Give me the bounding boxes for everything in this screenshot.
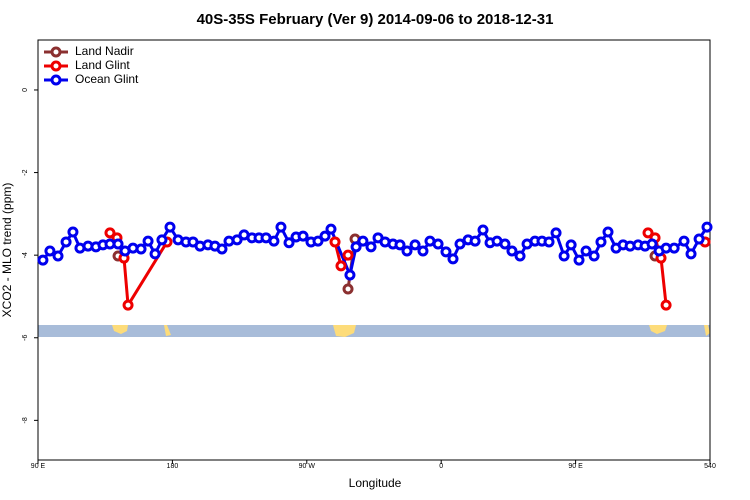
- x-tick-label: 90 W: [299, 463, 316, 470]
- x-tick-label: 180: [167, 463, 179, 470]
- point: [432, 238, 444, 250]
- point: [319, 230, 331, 242]
- point: [602, 226, 614, 238]
- y-tick-label: -4: [22, 252, 29, 258]
- point: [573, 254, 585, 266]
- point: [580, 245, 592, 257]
- x-tick-label: 540: [704, 463, 716, 470]
- chart-title: 40S-35S February (Ver 9) 2014-09-06 to 2…: [197, 11, 554, 28]
- point: [283, 237, 295, 249]
- point: [135, 243, 147, 255]
- legend-marker: [50, 60, 62, 72]
- x-tick-label: 90 E: [568, 463, 583, 470]
- point: [156, 234, 168, 246]
- point: [477, 224, 489, 236]
- point: [543, 236, 555, 248]
- point: [646, 238, 658, 250]
- point: [357, 235, 369, 247]
- point: [268, 235, 280, 247]
- legend-label: Land Nadir: [75, 44, 134, 58]
- map-strip: [38, 325, 710, 337]
- point: [506, 245, 518, 257]
- legend-marker: [50, 46, 62, 58]
- point: [335, 260, 347, 272]
- point: [550, 227, 562, 239]
- point: [701, 221, 713, 233]
- point: [312, 235, 324, 247]
- point: [394, 239, 406, 251]
- point: [595, 236, 607, 248]
- y-axis-label: XCO2 - MLO trend (ppm): [0, 183, 14, 318]
- point: [60, 236, 72, 248]
- point: [142, 235, 154, 247]
- point: [52, 250, 64, 262]
- point: [275, 221, 287, 233]
- point: [409, 239, 421, 251]
- point: [588, 250, 600, 262]
- point: [440, 246, 452, 258]
- y-tick-label: -2: [22, 169, 29, 175]
- point: [660, 299, 672, 311]
- point: [342, 283, 354, 295]
- plot-frame: [37, 39, 711, 461]
- point: [558, 250, 570, 262]
- point: [454, 238, 466, 250]
- y-tick-label: -8: [22, 417, 29, 423]
- point: [231, 234, 243, 246]
- point: [216, 243, 228, 255]
- point: [297, 230, 309, 242]
- legend-label: Land Glint: [75, 58, 130, 72]
- point: [37, 254, 49, 266]
- point: [514, 250, 526, 262]
- point: [149, 248, 161, 260]
- point: [365, 241, 377, 253]
- y-tick-label: -6: [22, 335, 29, 341]
- point: [499, 238, 511, 250]
- x-axis-label: Longitude: [349, 476, 402, 490]
- point: [67, 226, 79, 238]
- point: [417, 245, 429, 257]
- x-tick-label: 90 E: [31, 463, 46, 470]
- point: [44, 245, 56, 257]
- point: [685, 248, 697, 260]
- point: [350, 241, 362, 253]
- point: [565, 239, 577, 251]
- legend-label: Ocean Glint: [75, 72, 139, 86]
- point: [122, 299, 134, 311]
- point: [325, 223, 337, 235]
- y-tick-label: 0: [22, 88, 29, 92]
- legend-marker: [50, 74, 62, 86]
- x-tick-label: 0: [439, 463, 443, 470]
- point: [668, 242, 680, 254]
- point: [329, 236, 341, 248]
- point: [693, 233, 705, 245]
- point: [112, 238, 124, 250]
- point: [104, 227, 116, 239]
- point: [469, 235, 481, 247]
- point: [342, 249, 354, 261]
- point: [642, 227, 654, 239]
- point: [401, 245, 413, 257]
- point: [447, 253, 459, 265]
- point: [164, 221, 176, 233]
- point: [678, 235, 690, 247]
- point: [344, 269, 356, 281]
